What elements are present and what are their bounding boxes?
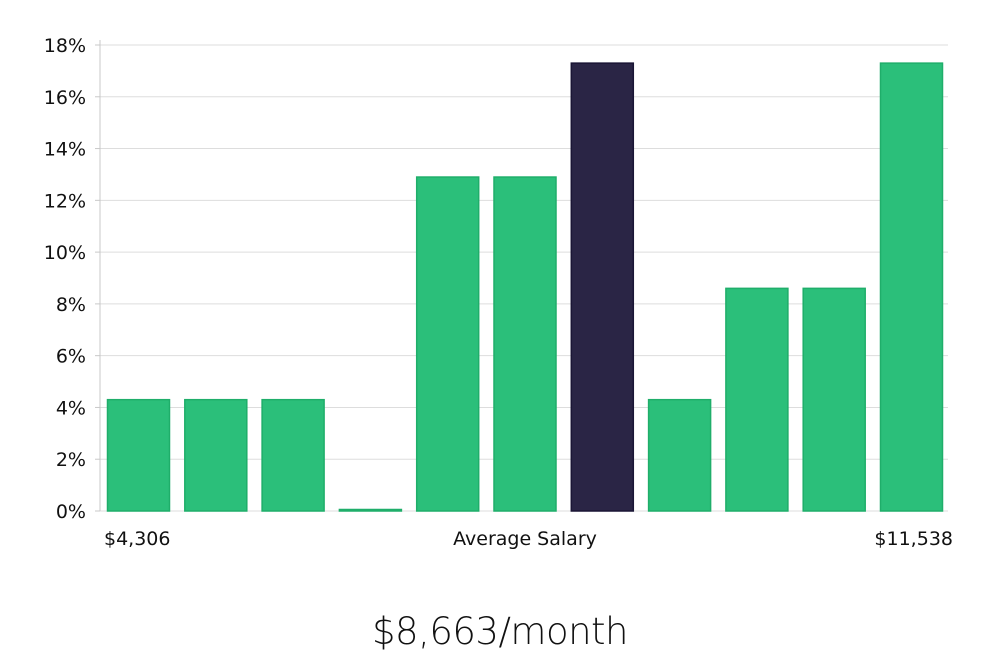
- y-axis: [95, 40, 101, 512]
- y-tick-label: 10%: [44, 242, 86, 264]
- bar: [725, 287, 789, 512]
- x-center-label: Average Salary: [453, 528, 597, 550]
- salary-distribution-chart: 0% 2% 4% 6% 8% 10% 12% 14% 16% 18%: [44, 35, 948, 523]
- y-tick-label: 4%: [56, 397, 86, 419]
- bar: [106, 398, 171, 512]
- bar: [802, 287, 866, 512]
- y-tick-label: 18%: [44, 35, 86, 57]
- y-tick-label: 12%: [44, 190, 86, 212]
- y-tick-labels: 0% 2% 4% 6% 8% 10% 12% 14% 16% 18%: [44, 35, 86, 523]
- bars: [106, 62, 944, 512]
- y-tick-label: 6%: [56, 346, 86, 368]
- bar: [415, 176, 480, 512]
- average-salary-headline: $8,663/month: [371, 610, 629, 653]
- y-tick-label: 14%: [44, 139, 86, 161]
- bar: [493, 176, 557, 512]
- bar: [338, 508, 403, 512]
- bar-highlight: [570, 62, 635, 512]
- y-tick-label: 8%: [56, 294, 86, 316]
- y-tick-label: 16%: [44, 87, 86, 109]
- x-max-label: $11,538: [874, 528, 953, 550]
- bar: [879, 62, 944, 512]
- y-tick-label: 0%: [56, 501, 86, 523]
- bar: [647, 398, 712, 512]
- x-min-label: $4,306: [104, 528, 171, 550]
- bar: [261, 398, 325, 512]
- bar: [184, 398, 248, 512]
- y-tick-label: 2%: [56, 449, 86, 471]
